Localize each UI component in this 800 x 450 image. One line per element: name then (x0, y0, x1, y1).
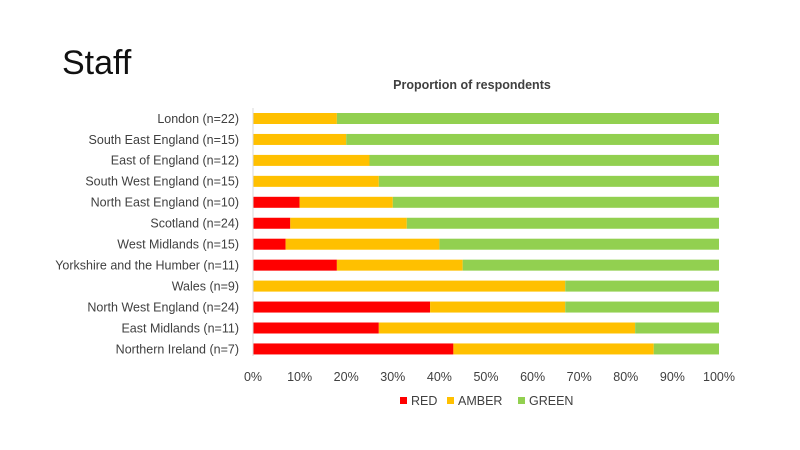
bar-segment-amber (336, 259, 463, 271)
bar-segment-amber (430, 301, 566, 313)
bar-segment-red (253, 217, 291, 229)
bar-segment-amber (253, 133, 347, 145)
bar-segment-amber (253, 280, 566, 292)
bar-segment-red (253, 343, 454, 355)
bar-segment-green (336, 113, 719, 124)
legend-swatch-red (400, 397, 407, 404)
category-label: East of England (n=12) (111, 154, 239, 168)
category-label: East Midlands (n=11) (121, 321, 239, 335)
bar-segment-green (565, 280, 719, 292)
bar-segment-amber (253, 175, 379, 187)
bar-segment-green (565, 301, 719, 313)
x-tick-label: 90% (660, 370, 685, 384)
x-tick-label: 10% (287, 370, 312, 384)
bar-segment-green (378, 175, 719, 187)
bar-segment-green (369, 154, 719, 166)
x-tick-labels: 0% 10% 20% 30% 40% 50% 60% 70% 80% 90% 100% (244, 370, 735, 384)
bar-segment-red (253, 259, 337, 271)
bar-segment-green (462, 259, 719, 271)
category-labels: London (n=22) South East England (n=15) Ea… (55, 112, 239, 356)
legend-label-green: GREEN (529, 394, 573, 408)
legend-swatch-green (518, 397, 525, 404)
bar-segment-red (253, 322, 379, 334)
category-label: South West England (n=15) (85, 175, 239, 189)
category-label: Northern Ireland (n=7) (116, 342, 239, 356)
slide-title: Staff (62, 44, 132, 82)
category-label: Yorkshire and the Humber (n=11) (55, 258, 239, 272)
x-tick-label: 50% (473, 370, 498, 384)
bar-segment-red (253, 238, 286, 250)
x-tick-label: 40% (427, 370, 452, 384)
bar-segment-green (439, 238, 719, 250)
chart-title: Proportion of respondents (393, 78, 551, 92)
category-label: West Midlands (n=15) (117, 238, 239, 252)
category-label: South East England (n=15) (89, 133, 239, 147)
x-tick-label: 20% (334, 370, 359, 384)
legend-label-red: RED (411, 394, 437, 408)
bar-segment-green (635, 322, 719, 334)
bar-segment-amber (453, 343, 654, 355)
bar-segment-green (346, 133, 719, 145)
category-label: Wales (n=9) (172, 279, 239, 293)
x-tick-label: 70% (567, 370, 592, 384)
bar-segment-amber (285, 238, 440, 250)
bar-segment-green (406, 217, 719, 229)
category-label: North West England (n=24) (87, 300, 239, 314)
legend-label-amber: AMBER (458, 394, 502, 408)
x-tick-label: 100% (703, 370, 735, 384)
x-tick-label: 30% (380, 370, 405, 384)
legend: RED AMBER GREEN (400, 394, 573, 408)
bar-segment-amber (253, 113, 337, 124)
category-label: Scotland (n=24) (150, 217, 239, 231)
x-tick-label: 0% (244, 370, 262, 384)
x-tick-label: 60% (520, 370, 545, 384)
bars-group (253, 113, 719, 355)
x-tick-label: 80% (613, 370, 638, 384)
bar-segment-amber (299, 196, 393, 208)
bar-segment-green (653, 343, 719, 355)
bar-segment-red (253, 301, 431, 313)
bar-segment-red (253, 196, 300, 208)
category-label: North East England (n=10) (91, 196, 239, 210)
bar-segment-green (392, 196, 719, 208)
legend-swatch-amber (447, 397, 454, 404)
bar-segment-amber (253, 154, 370, 166)
bar-segment-amber (378, 322, 636, 334)
category-label: London (n=22) (157, 112, 239, 126)
bar-segment-amber (290, 217, 407, 229)
